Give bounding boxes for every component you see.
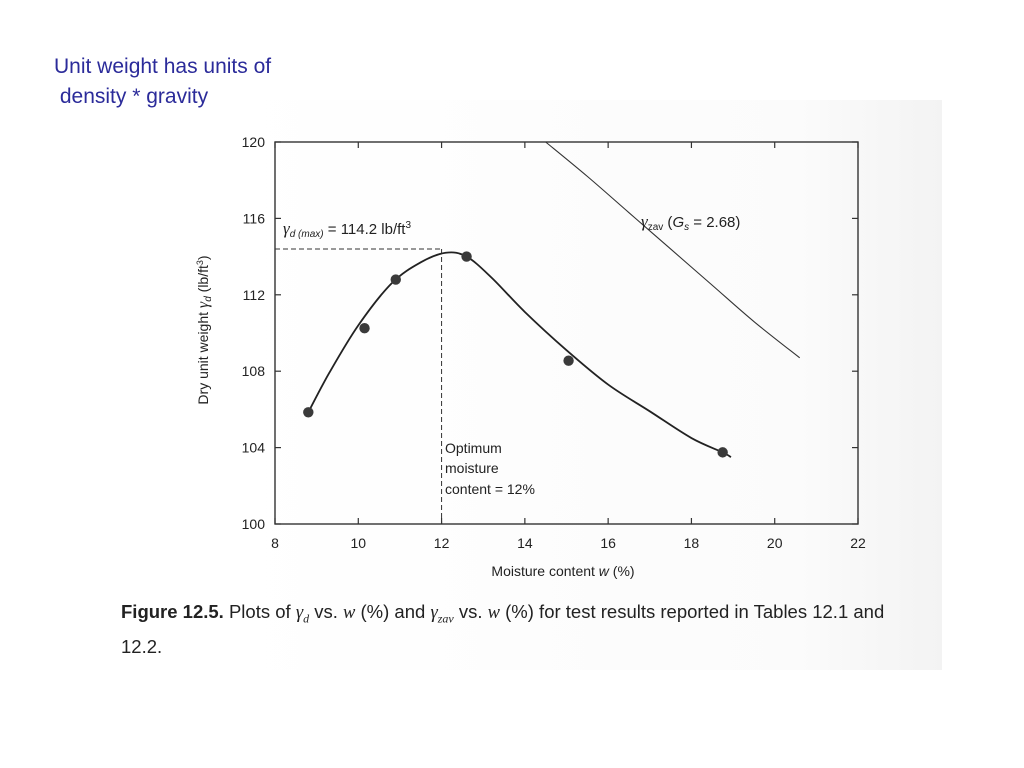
slide-title-line-1: Unit weight has units of	[54, 55, 272, 78]
optimum-annotation-line-1: Optimum	[445, 440, 502, 456]
y-tick-label: 104	[242, 440, 266, 456]
caption-text-5: (%) for test results reported in Tables …	[121, 601, 885, 657]
caption-text-3: (%) and	[355, 601, 431, 622]
y-axis-label: Dry unit weight γd (lb/ft3)	[195, 255, 214, 404]
y-axis-label-superscript: 3	[195, 260, 205, 265]
x-tick-label: 16	[600, 535, 616, 551]
y-axis-label-close: )	[195, 255, 211, 260]
data-point	[461, 251, 472, 262]
y-tick-label: 100	[242, 516, 266, 532]
ymax-annotation: γd (max) = 114.2 lb/ft3	[283, 219, 411, 240]
caption-text-4: vs.	[453, 601, 488, 622]
figure-caption: Figure 12.5. Plots of γd vs. w (%) and γ…	[121, 598, 901, 660]
data-point	[563, 355, 574, 366]
zav-annotation-symbol: γ	[641, 212, 649, 231]
scanned-figure-background	[230, 100, 942, 670]
x-tick-label: 18	[684, 535, 700, 551]
data-point	[359, 323, 370, 334]
optimum-annotation-line-2: moisture	[445, 460, 499, 476]
zav-annotation-open: (	[663, 214, 672, 231]
ymax-annotation-symbol: γ	[283, 219, 291, 238]
data-point	[717, 447, 728, 458]
zav-curve-line	[545, 141, 801, 359]
zav-annotation-gs-subscript: s	[684, 222, 689, 233]
zav-annotation: γzav (Gs = 2.68)	[641, 212, 740, 233]
data-point	[390, 274, 401, 285]
x-tick-label: 8	[271, 535, 279, 551]
slide-title-line-2: density * gravity	[54, 85, 209, 108]
x-tick-label: 12	[434, 535, 450, 551]
zav-annotation-value: = 2.68)	[689, 214, 740, 231]
caption-gamma-d-subscript: d	[303, 611, 310, 626]
axes-group: 8 10 12 14 16 18 20 22 100 104 108 112 116 120	[242, 134, 866, 551]
caption-text-1: Plots of	[223, 601, 296, 622]
plot-group	[275, 141, 801, 524]
caption-gamma-d: γ	[295, 603, 304, 623]
x-tick-label: 10	[350, 535, 366, 551]
y-axis-label-units: (lb/ft	[195, 265, 211, 296]
x-tick-label: 20	[767, 535, 783, 551]
y-axis-label-symbol: γ	[195, 301, 212, 308]
compaction-curve-line	[307, 251, 732, 458]
caption-w-1: w	[343, 603, 356, 623]
x-tick-label: 22	[850, 535, 866, 551]
y-tick-label: 112	[243, 287, 266, 303]
caption-gamma-zav-subscript: zav	[437, 611, 454, 626]
x-axis-label-suffix: (%)	[609, 563, 635, 579]
x-axis-label: Moisture content w (%)	[491, 563, 634, 579]
ymax-annotation-text: = 114.2 lb/ft	[324, 221, 407, 238]
optimum-annotation-line-3: content = 12%	[445, 481, 535, 497]
y-axis-label-subscript: d	[203, 296, 214, 302]
y-tick-label: 116	[243, 210, 266, 226]
caption-gamma-zav: γ	[430, 603, 438, 623]
x-tick-label: 14	[517, 535, 533, 551]
caption-w-2: w	[487, 603, 500, 623]
x-axis-label-variable: w	[599, 563, 610, 579]
y-tick-label: 108	[242, 363, 266, 379]
plot-frame	[274, 141, 859, 525]
x-axis-label-prefix: Moisture content	[491, 563, 598, 579]
data-point	[303, 407, 314, 418]
caption-text-2: vs.	[309, 601, 344, 622]
ymax-annotation-superscript: 3	[405, 220, 411, 231]
figure-label: Figure 12.5.	[121, 601, 224, 622]
zav-annotation-subscript: zav	[648, 222, 664, 233]
ymax-annotation-subscript: d (max)	[290, 229, 324, 240]
y-tick-label: 120	[242, 134, 266, 150]
zav-annotation-gs: G	[672, 214, 684, 231]
slide-title: Unit weight has units of density * gravi…	[54, 52, 271, 112]
y-axis-label-prefix: Dry unit weight	[195, 308, 211, 404]
